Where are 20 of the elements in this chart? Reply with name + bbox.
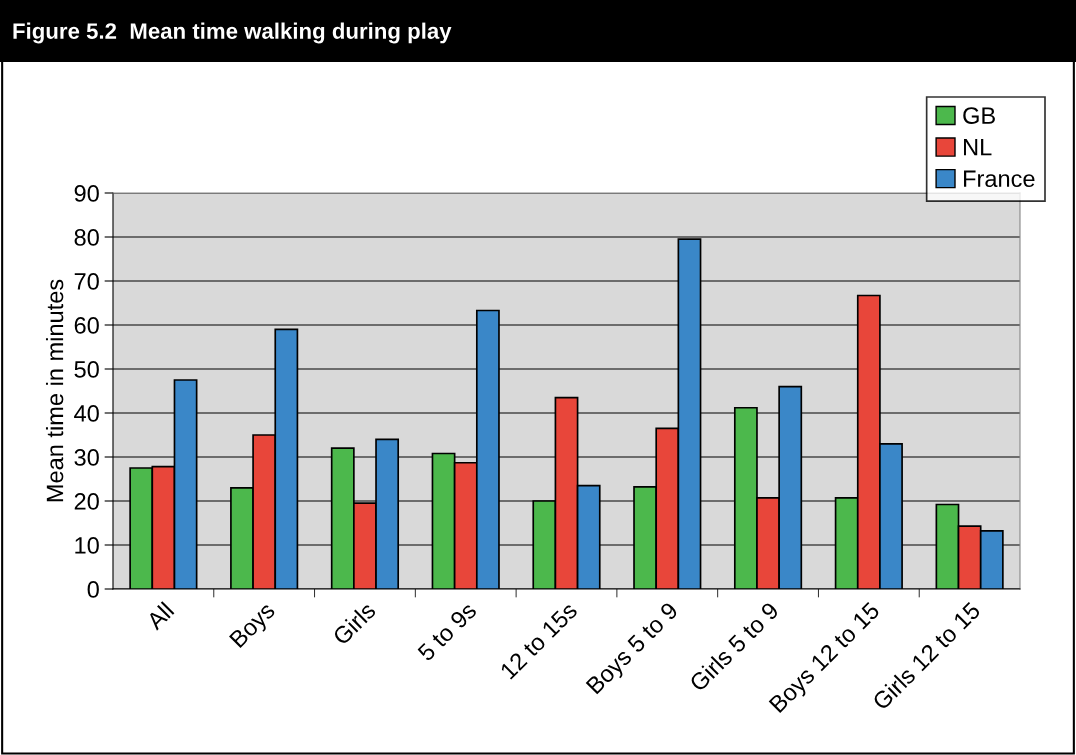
- chart-title: Figure 5.2 Mean time walking during play: [13, 22, 452, 44]
- x-tick-label: Girls 5 to 9: [688, 600, 780, 693]
- x-tick-label: 12 to 15s: [499, 601, 579, 680]
- legend-label: NL: [964, 139, 992, 156]
- y-tick-label: 80: [74, 229, 99, 246]
- legend-label: GB: [963, 107, 995, 124]
- y-tick-label: 90: [74, 185, 99, 202]
- y-tick-label: 60: [74, 317, 99, 334]
- y-tick-label: 40: [74, 405, 99, 422]
- legend-label: France: [964, 170, 1035, 188]
- y-tick-label: 0: [87, 581, 99, 598]
- y-tick-label: 70: [74, 273, 99, 290]
- x-tick-label: All: [144, 601, 175, 631]
- x-tick-label: 5 to 9s: [416, 601, 478, 662]
- y-tick-label: 30: [74, 449, 99, 466]
- y-tick-label: 20: [74, 493, 99, 510]
- y-tick-label: 10: [75, 537, 99, 554]
- y-tick-label: 50: [74, 361, 99, 378]
- x-tick-label: Girls: [331, 600, 377, 646]
- y-axis-title: Mean time in minutes: [45, 279, 64, 502]
